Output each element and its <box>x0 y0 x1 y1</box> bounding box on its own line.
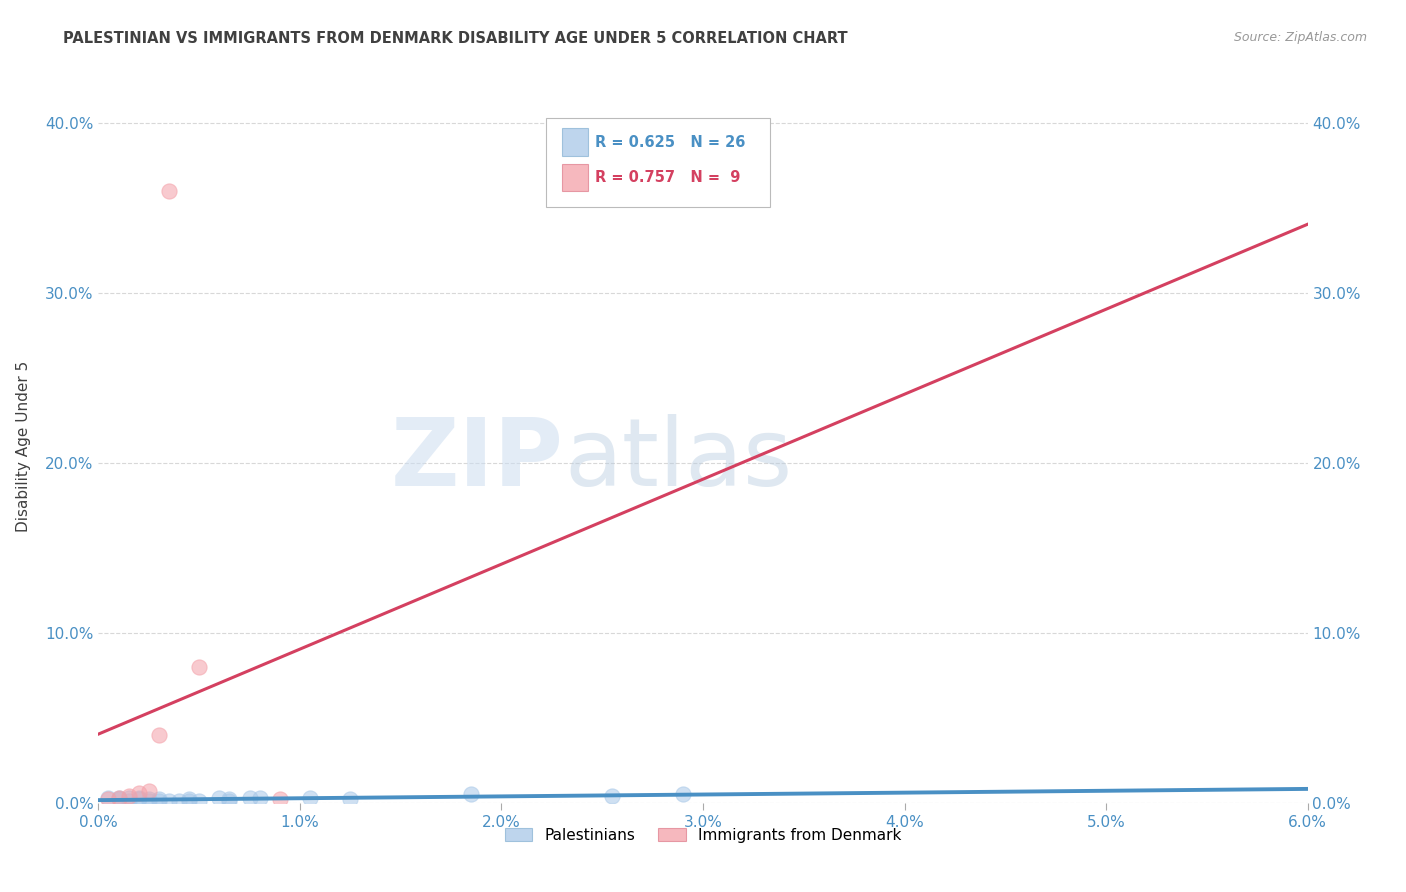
Palestinians <box>138 792 160 806</box>
Palestinians <box>167 794 190 808</box>
Palestinians <box>157 794 180 808</box>
Palestinians <box>128 790 150 805</box>
Text: R = 0.625   N = 26: R = 0.625 N = 26 <box>595 135 745 150</box>
Palestinians <box>107 790 129 805</box>
Immigrants from Denmark <box>148 728 170 742</box>
Text: ZIP: ZIP <box>391 414 564 507</box>
Palestinians <box>148 792 170 806</box>
Immigrants from Denmark <box>118 789 141 803</box>
Legend: Palestinians, Immigrants from Denmark: Palestinians, Immigrants from Denmark <box>499 822 907 848</box>
Palestinians <box>602 789 624 803</box>
Immigrants from Denmark <box>97 792 120 806</box>
Immigrants from Denmark <box>269 792 291 806</box>
Immigrants from Denmark <box>157 184 180 198</box>
Palestinians <box>249 790 271 805</box>
Palestinians <box>672 787 695 801</box>
Palestinians <box>128 792 150 806</box>
Text: Source: ZipAtlas.com: Source: ZipAtlas.com <box>1233 31 1367 45</box>
Palestinians <box>188 794 211 808</box>
Immigrants from Denmark <box>188 660 211 674</box>
Palestinians <box>179 794 201 808</box>
FancyBboxPatch shape <box>561 164 588 191</box>
Text: atlas: atlas <box>564 414 792 507</box>
Immigrants from Denmark <box>107 790 129 805</box>
Palestinians <box>138 794 160 808</box>
FancyBboxPatch shape <box>561 128 588 155</box>
Palestinians <box>118 794 141 808</box>
Immigrants from Denmark <box>128 786 150 800</box>
Palestinians <box>339 792 361 806</box>
Palestinians <box>218 792 240 806</box>
Text: PALESTINIAN VS IMMIGRANTS FROM DENMARK DISABILITY AGE UNDER 5 CORRELATION CHART: PALESTINIAN VS IMMIGRANTS FROM DENMARK D… <box>63 31 848 46</box>
Palestinians <box>107 792 129 806</box>
Palestinians <box>299 790 322 805</box>
Palestinians <box>118 790 141 805</box>
Palestinians <box>460 787 482 801</box>
Palestinians <box>239 790 262 805</box>
Palestinians <box>218 794 240 808</box>
Palestinians <box>208 790 231 805</box>
Palestinians <box>179 792 201 806</box>
Immigrants from Denmark <box>138 784 160 798</box>
FancyBboxPatch shape <box>546 118 769 207</box>
Palestinians <box>97 790 120 805</box>
Palestinians <box>148 794 170 808</box>
Y-axis label: Disability Age Under 5: Disability Age Under 5 <box>17 360 31 532</box>
Text: R = 0.757   N =  9: R = 0.757 N = 9 <box>595 170 741 186</box>
